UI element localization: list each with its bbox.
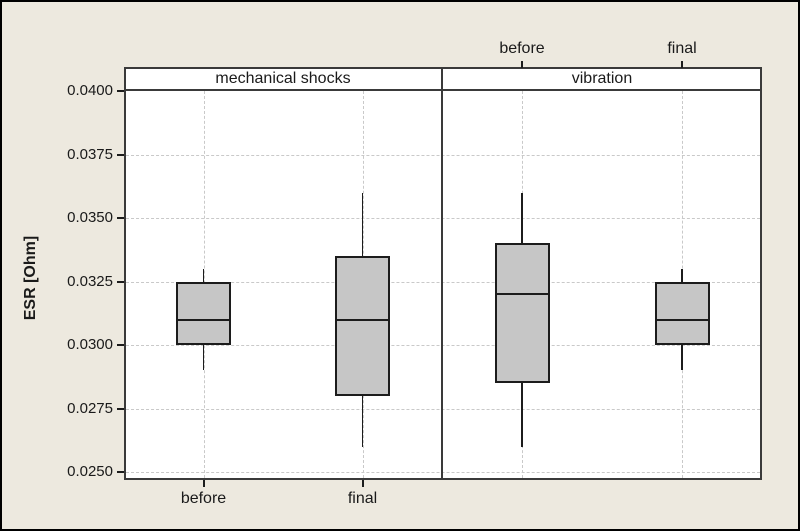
- plot-area: [124, 67, 762, 480]
- x-category-tick: [361, 480, 364, 487]
- y-tick-label: 0.0325: [67, 272, 113, 290]
- x-category-label-bottom: before: [180, 490, 227, 507]
- y-tick-mark: [117, 280, 124, 283]
- boxplot-median: [656, 318, 708, 321]
- y-tick-mark: [117, 471, 124, 473]
- y-tick-label: 0.0300: [67, 336, 113, 353]
- boxplot-median: [178, 318, 229, 321]
- h-gridline: [126, 281, 760, 283]
- y-tick-mark: [117, 344, 124, 346]
- h-gridline: [126, 218, 760, 219]
- y-tick-label: 0.0375: [67, 145, 113, 163]
- h-gridline: [126, 408, 760, 410]
- header-separator: [124, 89, 762, 91]
- boxplot-box: [176, 281, 231, 345]
- panel-header: vibration: [571, 70, 633, 87]
- y-tick-mark: [117, 153, 124, 156]
- y-tick-label: 0.0275: [67, 399, 113, 417]
- y-tick-label: 0.0400: [67, 82, 113, 99]
- x-category-tick: [202, 480, 205, 487]
- panel-header: mechanical shocks: [215, 70, 351, 87]
- x-category-tick: [681, 61, 683, 68]
- y-tick-mark: [117, 217, 124, 219]
- x-category-tick: [521, 61, 523, 68]
- x-category-label-top: before: [499, 40, 545, 57]
- boxplot-median: [337, 318, 388, 321]
- x-category-label-bottom: final: [347, 490, 378, 507]
- y-tick-mark: [117, 407, 124, 410]
- boxplot-box: [654, 281, 710, 345]
- h-gridline: [126, 345, 760, 346]
- boxplot-median: [496, 293, 548, 296]
- y-tick-label: 0.0250: [67, 463, 113, 480]
- y-tick-label: 0.0350: [67, 209, 113, 226]
- x-category-label-top: final: [667, 40, 697, 57]
- panel-divider: [441, 67, 443, 480]
- h-gridline: [126, 472, 760, 473]
- boxplot-box: [494, 243, 550, 384]
- boxplot-box: [335, 256, 390, 396]
- y-tick-mark: [117, 90, 124, 92]
- h-gridline: [126, 154, 760, 156]
